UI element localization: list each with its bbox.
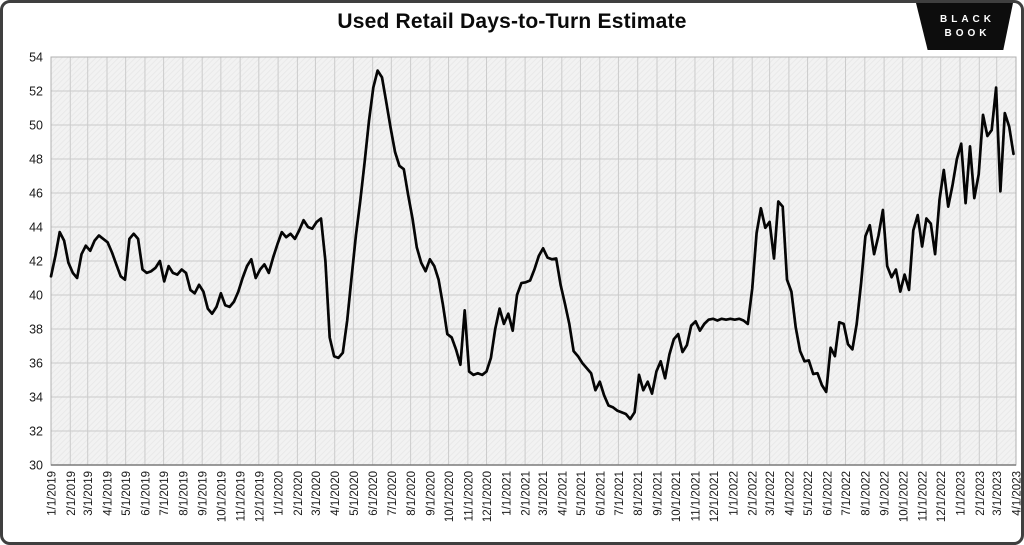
blackbook-logo-line1: BLACK <box>940 13 995 25</box>
y-tick-label: 44 <box>29 221 43 235</box>
page-title: Used Retail Days-to-Turn Estimate <box>337 10 687 33</box>
x-tick-label: 3/1/2021 <box>538 471 550 516</box>
x-tick-label: 11/1/2020 <box>463 471 475 521</box>
y-tick-label: 30 <box>29 459 43 473</box>
y-tick-label: 40 <box>29 289 43 303</box>
x-tick-label: 1/1/2020 <box>274 471 286 516</box>
x-tick-label: 12/1/2019 <box>254 471 266 522</box>
x-tick-label: 10/1/2020 <box>444 471 456 522</box>
x-tick-label: 4/1/2022 <box>784 471 796 516</box>
x-tick-label: 2/1/2019 <box>66 471 78 516</box>
x-tick-label: 7/1/2020 <box>387 471 399 516</box>
x-tick-label: 7/1/2019 <box>159 471 171 516</box>
x-tick-label: 10/1/2019 <box>216 471 228 522</box>
y-tick-label: 50 <box>29 119 43 133</box>
x-tick-label: 5/1/2020 <box>349 471 361 516</box>
x-tick-label: 6/1/2019 <box>140 471 152 516</box>
x-tick-label: 1/1/2021 <box>501 471 513 516</box>
x-tick-label: 5/1/2021 <box>576 471 588 516</box>
x-tick-label: 3/1/2020 <box>311 471 323 516</box>
x-tick-label: 7/1/2021 <box>614 471 626 516</box>
x-tick-label: 10/1/2021 <box>671 471 683 522</box>
x-tick-label: 11/1/2021 <box>690 471 702 521</box>
y-tick-label: 32 <box>29 425 43 439</box>
data-line <box>49 69 1015 421</box>
x-tick-label: 12/1/2022 <box>936 471 948 522</box>
x-tick-label: 8/1/2022 <box>860 471 872 516</box>
y-tick-label: 36 <box>29 357 43 371</box>
x-tick-label: 5/1/2022 <box>803 471 815 516</box>
x-tick-label: 2/1/2023 <box>975 471 987 516</box>
y-tick-label: 38 <box>29 323 43 337</box>
y-tick-label: 42 <box>29 255 43 269</box>
x-tick-label: 12/1/2020 <box>482 471 494 522</box>
x-tick-label: 3/1/2022 <box>765 471 777 516</box>
x-tick-label: 2/1/2020 <box>293 471 305 516</box>
x-tick-label: 9/1/2020 <box>425 471 437 516</box>
x-tick-label: 7/1/2022 <box>841 471 853 516</box>
x-tick-label: 6/1/2020 <box>368 471 380 516</box>
y-tick-label: 52 <box>29 85 43 99</box>
y-tick-label: 46 <box>29 187 43 201</box>
x-tick-label: 10/1/2022 <box>898 471 910 522</box>
x-tick-label: 6/1/2022 <box>822 471 834 516</box>
x-tick-label: 6/1/2021 <box>595 471 607 516</box>
x-tick-label: 5/1/2019 <box>121 471 133 516</box>
x-tick-label: 8/1/2021 <box>633 471 645 516</box>
x-tick-label: 3/1/2019 <box>83 471 95 516</box>
x-tick-label: 3/1/2023 <box>992 471 1004 516</box>
x-tick-label: 9/1/2019 <box>198 471 210 516</box>
x-tick-label: 1/1/2022 <box>728 471 740 516</box>
line-chart: 30 32 34 36 38 40 42 44 46 48 50 52 54 1/1/2019 2/1/20… <box>29 51 1024 523</box>
x-tick-label: 11/1/2022 <box>918 471 930 521</box>
x-tick-label: 4/1/2020 <box>330 471 342 516</box>
x-tick-label: 2/1/2021 <box>521 471 533 516</box>
x-tick-label: 1/1/2019 <box>47 471 59 516</box>
x-tick-label: 1/1/2023 <box>956 471 968 516</box>
blackbook-logo-line2: BOOK <box>944 27 991 39</box>
x-tick-label: 2/1/2022 <box>748 471 760 516</box>
x-tick-label: 9/1/2021 <box>653 471 665 516</box>
y-tick-label: 34 <box>29 391 43 405</box>
x-tick-label: 12/1/2021 <box>709 471 721 522</box>
x-tick-label: 4/1/2021 <box>557 471 569 516</box>
y-tick-label: 48 <box>29 153 43 167</box>
x-tick-label: 4/1/2019 <box>102 471 114 516</box>
y-tick-label: 54 <box>29 51 43 65</box>
x-tick-label: 8/1/2019 <box>178 471 190 516</box>
x-tick-label: 11/1/2019 <box>236 471 248 521</box>
x-tick-label: 4/1/2023 <box>1012 471 1024 516</box>
x-tick-label: 9/1/2022 <box>880 471 892 516</box>
x-tick-label: 8/1/2020 <box>406 471 418 516</box>
blackbook-logo: BLACK BOOK <box>916 3 1013 50</box>
